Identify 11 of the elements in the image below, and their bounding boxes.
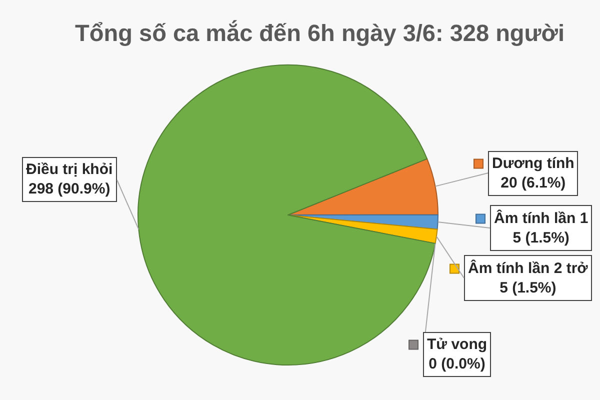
data-label: 20 (6.1%) (500, 174, 566, 192)
legend-label: Âm tính lần 2 trở (468, 259, 588, 277)
legend-label: Tử vong (427, 336, 488, 353)
data-label: 5 (1.5%) (500, 280, 556, 296)
data-label: 298 (90.9%) (28, 180, 110, 198)
legend-label: Âm tính lần 1 (494, 209, 588, 227)
slice-label: Điều trị khỏi (26, 161, 113, 178)
chart-title: Tổng số ca mắc đến 6h ngày 3/6: 328 người (75, 20, 565, 46)
data-label: 5 (1.5%) (512, 230, 570, 246)
legend-label: Dương tính (492, 155, 574, 172)
text: 0 (0.0%) (428, 356, 486, 372)
